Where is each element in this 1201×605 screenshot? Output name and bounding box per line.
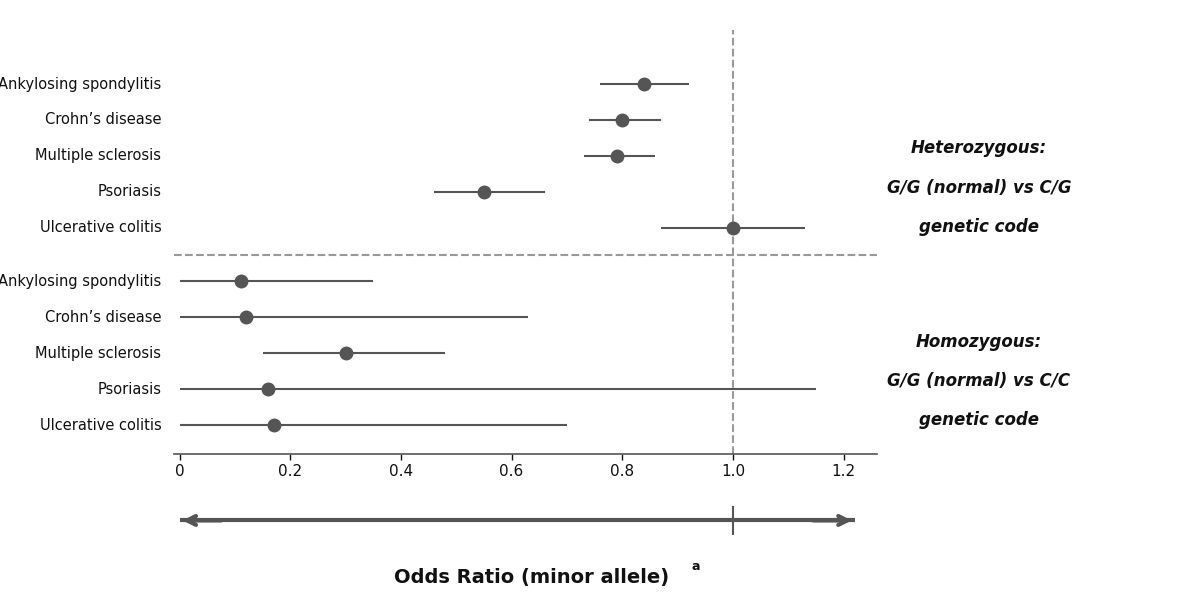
- Text: G/G (normal) vs C/C: G/G (normal) vs C/C: [888, 372, 1070, 390]
- Text: Crohn’s disease: Crohn’s disease: [44, 310, 161, 325]
- Text: Crohn’s disease: Crohn’s disease: [44, 113, 161, 128]
- Text: genetic code: genetic code: [919, 411, 1039, 430]
- Text: Ankylosing spondylitis: Ankylosing spondylitis: [0, 274, 161, 289]
- Text: Homozygous:: Homozygous:: [915, 333, 1042, 351]
- Text: Ankylosing spondylitis: Ankylosing spondylitis: [0, 77, 161, 91]
- Text: Multiple sclerosis: Multiple sclerosis: [36, 346, 161, 361]
- Text: Ulcerative colitis: Ulcerative colitis: [40, 417, 161, 433]
- Text: Odds Ratio (minor allele): Odds Ratio (minor allele): [394, 568, 669, 587]
- Text: Psoriasis: Psoriasis: [97, 185, 161, 199]
- Text: Psoriasis: Psoriasis: [97, 382, 161, 397]
- Text: G/G (normal) vs C/G: G/G (normal) vs C/G: [886, 178, 1071, 197]
- Text: Ulcerative colitis: Ulcerative colitis: [40, 220, 161, 235]
- Text: genetic code: genetic code: [919, 218, 1039, 236]
- Text: a: a: [692, 560, 700, 574]
- Text: Multiple sclerosis: Multiple sclerosis: [36, 148, 161, 163]
- Text: Heterozygous:: Heterozygous:: [910, 139, 1047, 157]
